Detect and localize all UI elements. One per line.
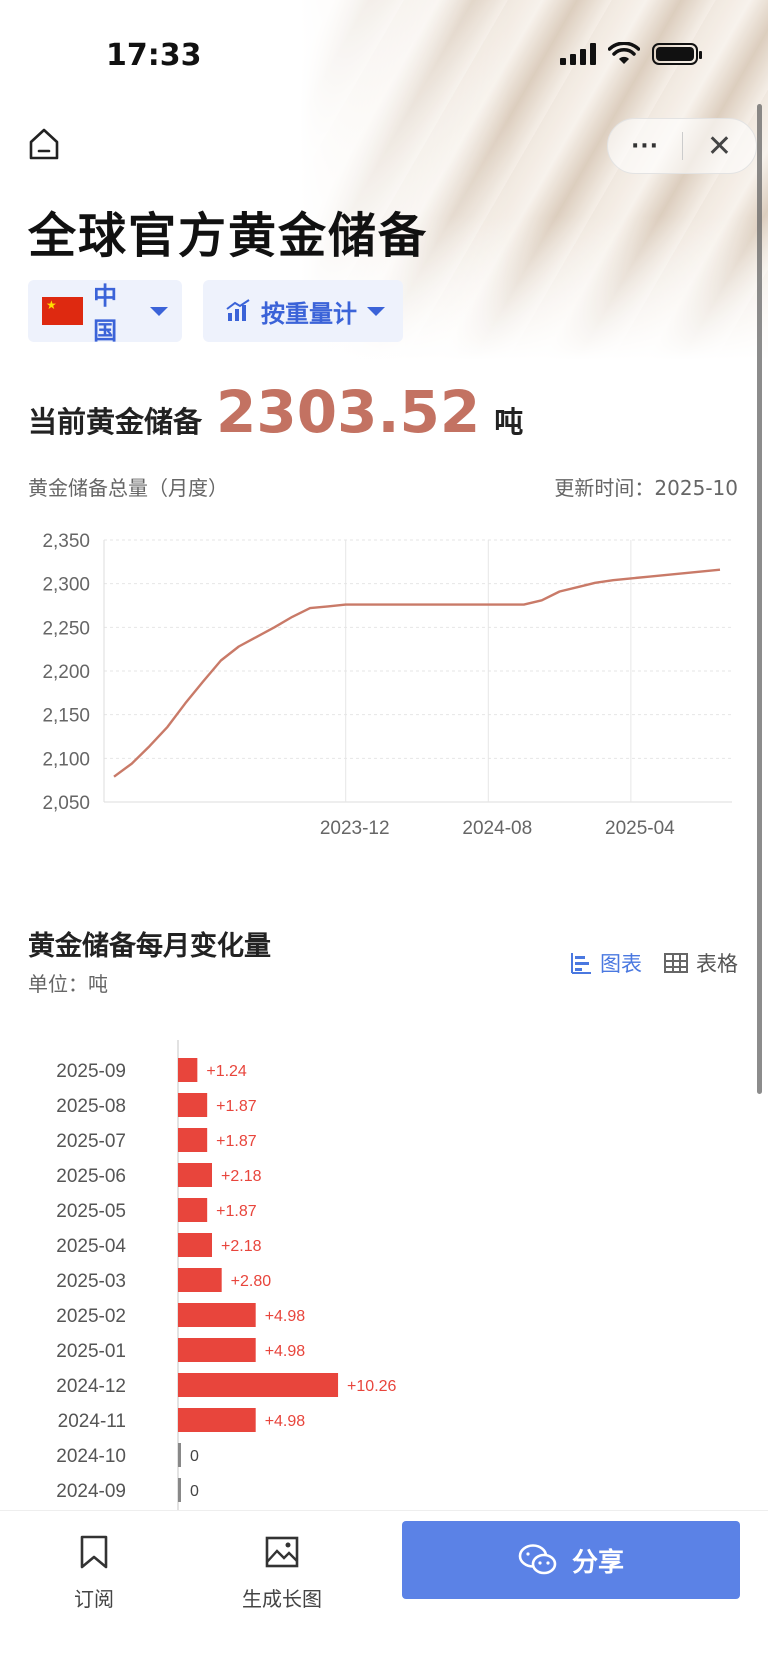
bar	[178, 1198, 208, 1222]
mini-program-capsule: ··· ✕	[607, 118, 757, 174]
chart-view-label: 图表	[600, 952, 642, 976]
capsule-divider	[682, 132, 683, 160]
country-selector[interactable]: 中国	[28, 280, 182, 345]
bar	[178, 1303, 256, 1327]
bar	[178, 1093, 208, 1117]
bar-category-label: 2025-02	[56, 1306, 126, 1327]
image-icon	[265, 1536, 299, 1568]
bookmark-icon	[80, 1535, 108, 1569]
bar-category-label: 2024-09	[56, 1481, 126, 1502]
scrollbar[interactable]	[757, 104, 762, 1094]
bar	[178, 1058, 198, 1082]
bar-category-label: 2025-04	[56, 1236, 126, 1257]
measure-selector[interactable]: 按重量计	[203, 280, 403, 342]
share-label: 分享	[571, 1547, 624, 1578]
status-time: 17:33	[106, 38, 202, 73]
x-tick-label: 2023-12	[320, 818, 390, 839]
current-reserve: 当前黄金储备 2303.52 吨	[28, 378, 523, 446]
more-options-button[interactable]: ···	[630, 133, 660, 159]
bar-category-label: 2025-07	[56, 1131, 126, 1152]
series-line	[113, 568, 721, 778]
wifi-icon	[608, 42, 640, 64]
bar-value-label: +1.87	[216, 1203, 257, 1220]
bar-category-label: 2025-08	[56, 1096, 126, 1117]
y-tick-label: 2,250	[42, 618, 90, 639]
x-tick-label: 2024-08	[462, 818, 532, 839]
bar	[178, 1408, 256, 1432]
y-tick-label: 2,350	[42, 531, 90, 552]
bar-category-label: 2025-06	[56, 1166, 126, 1187]
bar-value-label: +4.98	[265, 1343, 306, 1360]
chevron-down-icon	[150, 306, 168, 316]
bar	[178, 1233, 213, 1257]
bar-category-label: 2025-01	[56, 1341, 126, 1362]
generate-long-image-button[interactable]: 生成长图	[212, 1531, 352, 1612]
current-reserve-value: 2303.52	[216, 378, 481, 446]
view-toggle: 图表 表格	[570, 948, 738, 978]
current-reserve-unit: 吨	[494, 405, 524, 439]
country-label: 中国	[93, 282, 118, 345]
bar-chart-icon	[226, 299, 250, 321]
monthly-change-bar-chart[interactable]: 2025-09 +1.24 2025-08 +1.87 2025-07 +1.87 2025…	[0, 1040, 768, 1510]
bar	[178, 1478, 181, 1502]
monthly-change-title: 黄金储备每月变化量	[28, 931, 271, 962]
close-button[interactable]: ✕	[706, 128, 733, 164]
line-chart-caption: 黄金储备总量（月度）	[28, 476, 228, 500]
bar-value-label: 0	[190, 1448, 199, 1465]
bar-category-label: 2024-11	[58, 1411, 126, 1432]
bar-value-label: +2.18	[221, 1168, 262, 1185]
home-icon[interactable]	[26, 126, 62, 162]
status-icons	[560, 42, 702, 66]
y-tick-label: 2,200	[42, 662, 90, 683]
bar	[178, 1163, 213, 1187]
monthly-change-unit: 单位：吨	[28, 972, 108, 996]
bar-category-label: 2024-10	[56, 1446, 126, 1467]
bar-value-label: +4.98	[265, 1413, 306, 1430]
current-reserve-label: 当前黄金储备	[28, 405, 203, 439]
bar	[178, 1338, 256, 1362]
y-tick-label: 2,150	[42, 706, 90, 727]
subscribe-label: 订阅	[74, 1587, 114, 1611]
update-time: 更新时间：2025-10	[554, 476, 738, 500]
bar-category-label: 2024-12	[56, 1376, 126, 1397]
chart-view-tab[interactable]: 图表	[570, 948, 642, 978]
bar	[178, 1443, 181, 1467]
table-view-tab[interactable]: 表格	[664, 948, 738, 978]
bar-value-label: +1.87	[216, 1133, 257, 1150]
subscribe-button[interactable]: 订阅	[24, 1531, 164, 1612]
y-tick-label: 2,050	[42, 793, 90, 814]
china-flag-icon	[42, 297, 84, 325]
bar-value-label: +2.18	[221, 1238, 262, 1255]
wechat-icon	[518, 1544, 557, 1575]
table-view-label: 表格	[696, 952, 738, 976]
bar-value-label: +2.80	[231, 1273, 272, 1290]
bottom-action-bar: 订阅 生成长图 分享	[0, 1510, 768, 1669]
x-tick-label: 2025-04	[605, 818, 675, 839]
measure-label: 按重量计	[261, 299, 357, 328]
share-button[interactable]: 分享	[402, 1521, 740, 1599]
bar	[178, 1128, 208, 1152]
y-tick-label: 2,100	[42, 749, 90, 770]
chart-view-icon	[571, 953, 591, 974]
battery-icon	[652, 43, 702, 65]
cellular-signal-icon	[560, 43, 596, 65]
bar-value-label: 0	[190, 1483, 199, 1500]
bar	[178, 1373, 339, 1397]
bar-value-label: +1.87	[216, 1098, 257, 1115]
y-tick-label: 2,300	[42, 575, 90, 596]
table-view-icon	[664, 953, 688, 973]
bar-category-label: 2025-09	[56, 1061, 126, 1082]
page-title: 全球官方黄金储备	[28, 208, 429, 264]
generate-long-image-label: 生成长图	[242, 1587, 322, 1611]
bar-value-label: +10.26	[347, 1378, 396, 1395]
chevron-down-icon	[367, 306, 385, 316]
bar	[178, 1268, 222, 1292]
bar-category-label: 2025-05	[56, 1201, 126, 1222]
bar-value-label: +4.98	[265, 1308, 306, 1325]
bar-category-label: 2025-03	[56, 1271, 126, 1292]
bar-value-label: +1.24	[206, 1063, 247, 1080]
status-bar: 17:33	[0, 0, 768, 110]
total-reserve-line-chart[interactable]: 2,350 2,300 2,250 2,200 2,150 2,100 2,050 2023-…	[0, 520, 768, 850]
